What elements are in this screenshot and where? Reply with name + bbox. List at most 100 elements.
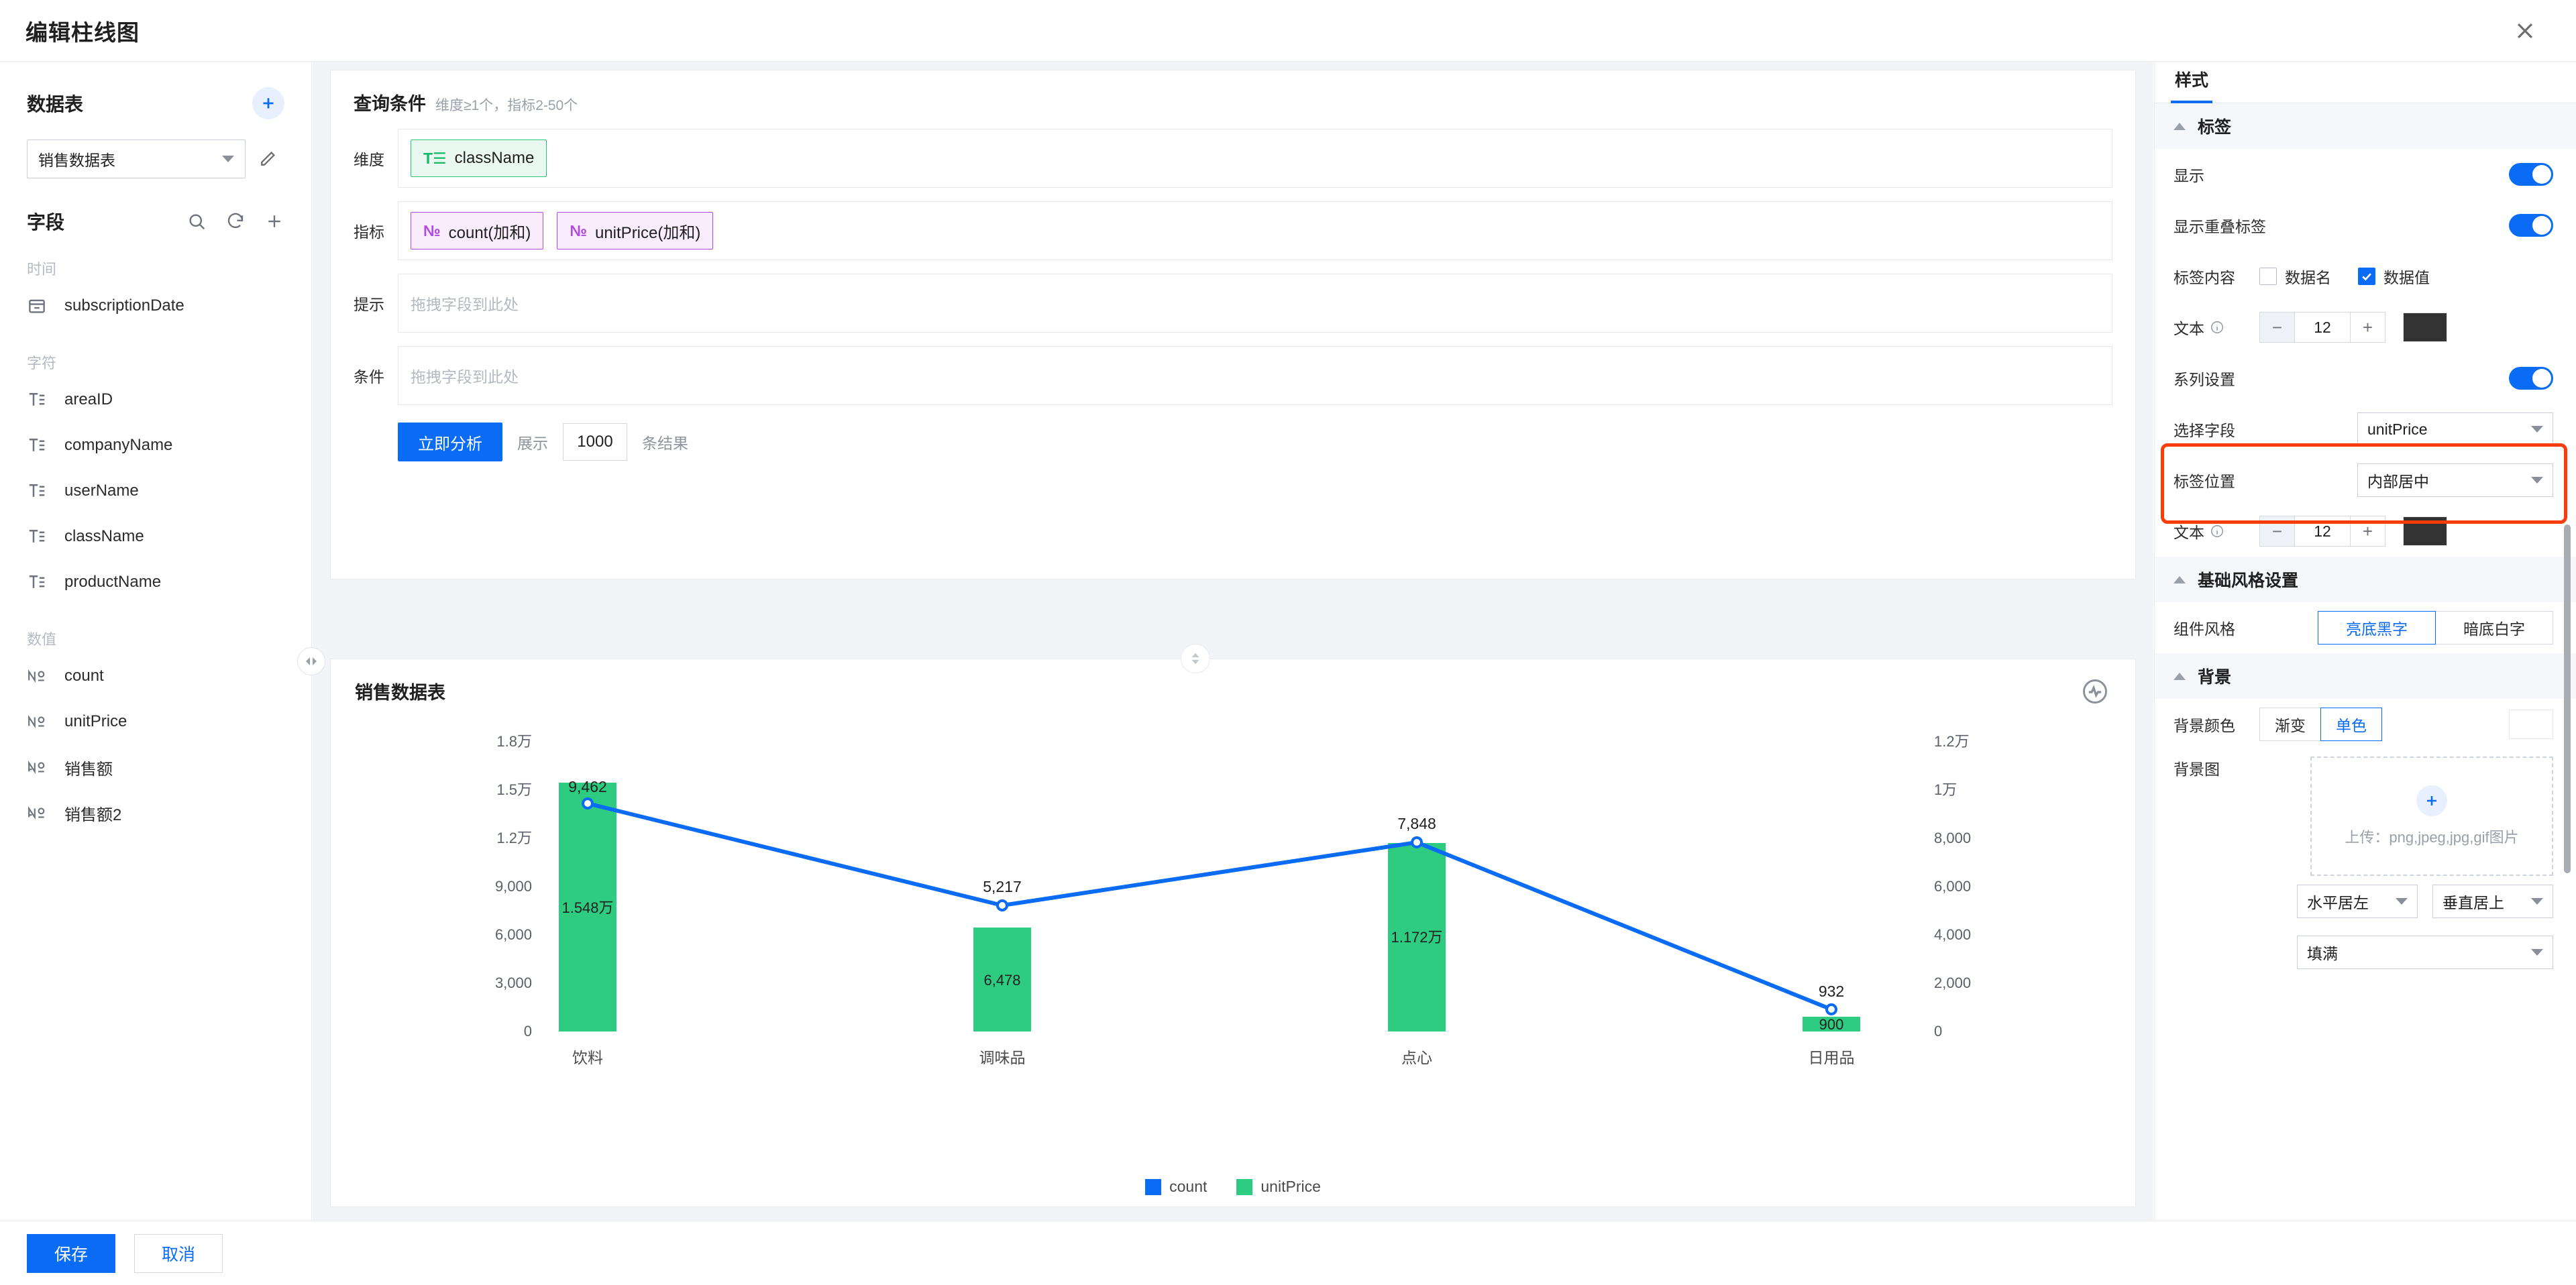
yaxis-left-tick: 0 [524, 1023, 532, 1040]
save-button[interactable]: 保存 [27, 1233, 115, 1273]
refresh-icon[interactable] [225, 211, 246, 231]
analyze-button[interactable]: 立即分析 [398, 423, 502, 461]
background-image-upload[interactable]: 上传：png,jpeg,jpg,gif图片 [2310, 757, 2553, 876]
row-background-fit: 填满 [2155, 927, 2576, 978]
segment-light[interactable]: 亮底黑字 [2318, 611, 2436, 645]
legend-label: count [1169, 1178, 1208, 1195]
field-item-sales[interactable]: 销售额 [27, 744, 284, 790]
checkbox-data-name[interactable]: 数据名 [2259, 265, 2331, 288]
analyze-row: 立即分析 展示 条结果 [331, 423, 2135, 461]
row-show-label: 显示 [2155, 149, 2576, 200]
show-label: 展示 [517, 435, 548, 452]
result-limit-input[interactable] [563, 423, 627, 461]
segment-solid[interactable]: 单色 [2320, 708, 2382, 741]
check-icon [2362, 273, 2371, 281]
fit-mode-value: 填满 [2307, 945, 2338, 962]
chip-unitPrice[interactable]: № unitPrice(加和) [557, 212, 714, 249]
field-item-companyName[interactable]: companyName [27, 423, 284, 468]
font-size-stepper[interactable]: − 12 + [2259, 312, 2385, 343]
vertical-resize-handle[interactable] [1181, 644, 1210, 673]
label-position-dropdown[interactable]: 内部居中 [2357, 463, 2553, 497]
checkbox-data-value[interactable]: 数据值 [2358, 265, 2430, 288]
background-color-swatch[interactable] [2509, 710, 2553, 739]
legend-item-count[interactable]: count [1145, 1178, 1207, 1196]
query-row-label: 维度 [354, 151, 384, 168]
field-item-className[interactable]: className [27, 514, 284, 559]
info-icon[interactable] [2210, 524, 2224, 539]
overlap-toggle[interactable] [2509, 214, 2553, 237]
select-field-dropdown[interactable]: unitPrice [2357, 412, 2553, 446]
sidebar-collapse-handle[interactable] [297, 647, 325, 675]
dropzone-placeholder: 拖拽字段到此处 [411, 368, 519, 386]
series-font-size-stepper[interactable]: − 12 + [2259, 516, 2385, 547]
bar-label-0: 1.548万 [561, 899, 613, 916]
row-label-position: 标签位置 内部居中 [2155, 455, 2576, 506]
yaxis-right-tick: 2,000 [1934, 974, 1971, 991]
bar-unitPrice-2 [1388, 843, 1446, 1031]
bar-unitPrice-1 [973, 928, 1031, 1031]
field-item-productName[interactable]: productName [27, 559, 284, 605]
field-item-subscriptionDate[interactable]: subscriptionDate [27, 283, 284, 329]
add-datatable-button[interactable] [252, 87, 284, 119]
field-group-label-number: 数值 [27, 631, 57, 648]
show-toggle[interactable] [2509, 163, 2553, 186]
panel-scrollbar[interactable] [2564, 524, 2571, 873]
chevron-down-icon [2531, 949, 2543, 956]
section-header-basic-style[interactable]: 基础风格设置 [2155, 557, 2576, 602]
row-component-style: 组件风格 亮底黑字 暗底白字 [2155, 602, 2576, 653]
field-item-sales2[interactable]: 销售额2 [27, 790, 284, 836]
field-item-userName[interactable]: userName [27, 468, 284, 514]
yaxis-right-tick: 4,000 [1934, 926, 1971, 943]
field-item-areaID[interactable]: areaID [27, 377, 284, 423]
pencil-icon[interactable] [258, 149, 284, 169]
query-row-measure: 指标 № count(加和) № unitPrice(加和) [331, 201, 2135, 260]
text-field-icon: T☰ [423, 149, 447, 167]
activity-circle-icon[interactable] [2080, 677, 2110, 706]
info-icon[interactable] [2210, 320, 2224, 335]
filter-dropzone[interactable]: 拖拽字段到此处 [398, 346, 2112, 405]
text-field-icon [27, 526, 64, 547]
field-item-unitPrice[interactable]: unitPrice [27, 699, 284, 744]
increase-font-button[interactable]: + [2350, 313, 2385, 342]
field-label: userName [64, 482, 139, 500]
chip-className[interactable]: T☰ className [411, 139, 547, 177]
field-item-count[interactable]: count [27, 653, 284, 699]
segment-gradient[interactable]: 渐变 [2259, 708, 2321, 741]
tooltip-dropzone[interactable]: 拖拽字段到此处 [398, 274, 2112, 333]
tab-style[interactable]: 样式 [2171, 62, 2213, 103]
section-header-label[interactable]: 标签 [2155, 103, 2576, 149]
decrease-font-button[interactable]: − [2260, 313, 2295, 342]
chip-count[interactable]: № count(加和) [411, 212, 544, 249]
dialog-titlebar: 编辑柱线图 [0, 0, 2576, 62]
field-label: companyName [64, 436, 173, 454]
chevron-up-icon [2174, 672, 2186, 680]
query-title: 查询条件 [354, 94, 426, 114]
dimension-dropzone[interactable]: T☰ className [398, 129, 2112, 188]
align-vertical-value: 垂直居上 [2443, 894, 2504, 911]
series-text-color-swatch[interactable] [2403, 516, 2447, 546]
cancel-button[interactable]: 取消 [134, 1233, 223, 1273]
left-sidebar: 数据表 销售数据表 字段 时间 [0, 62, 312, 1221]
segment-dark[interactable]: 暗底白字 [2435, 611, 2553, 645]
align-horizontal-dropdown[interactable]: 水平居左 [2297, 885, 2418, 918]
measure-dropzone[interactable]: № count(加和) № unitPrice(加和) [398, 201, 2112, 260]
line-count [587, 801, 1833, 1011]
text-color-swatch[interactable] [2403, 313, 2447, 342]
fields-label: 字段 [27, 212, 65, 233]
field-group-label-string: 字符 [27, 355, 57, 372]
legend-item-unitPrice[interactable]: unitPrice [1236, 1178, 1321, 1196]
yaxis-right-tick: 6,000 [1934, 878, 1971, 895]
close-icon[interactable] [2508, 13, 2542, 48]
section-header-background[interactable]: 背景 [2155, 653, 2576, 699]
search-icon[interactable] [186, 211, 207, 231]
align-vertical-dropdown[interactable]: 垂直居上 [2432, 885, 2553, 918]
plus-icon[interactable] [264, 211, 284, 231]
series-toggle[interactable] [2509, 367, 2553, 390]
fit-mode-dropdown[interactable]: 填满 [2297, 936, 2553, 969]
decrease-font-button[interactable]: − [2260, 516, 2295, 546]
datatable-select[interactable]: 销售数据表 [27, 139, 246, 178]
calendar-icon [27, 296, 64, 316]
yaxis-right-tick: 8,000 [1934, 830, 1971, 846]
increase-font-button[interactable]: + [2350, 516, 2385, 546]
